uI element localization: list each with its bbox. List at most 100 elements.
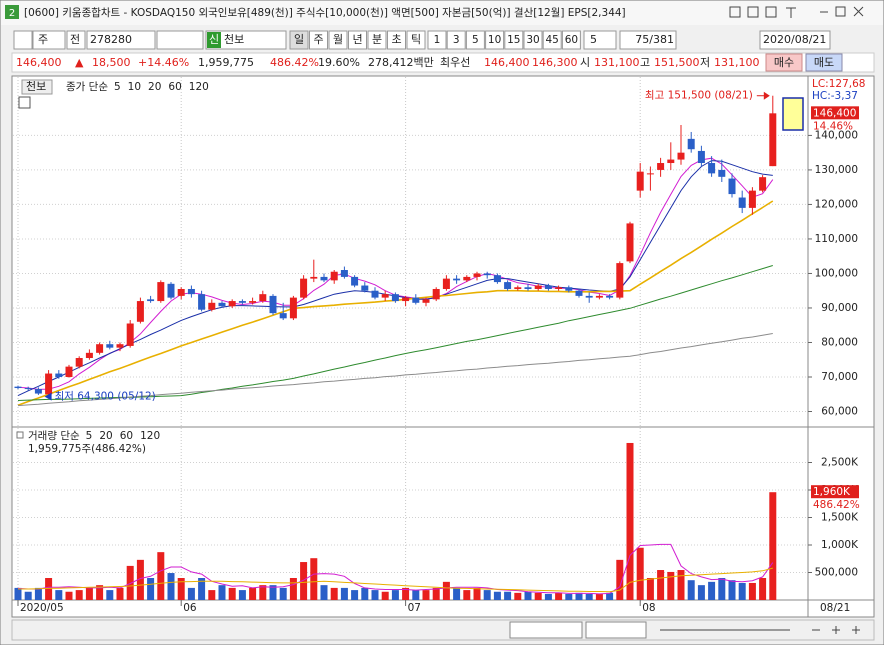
volume-bar bbox=[616, 559, 624, 600]
ctl[interactable] bbox=[835, 6, 846, 17]
y-tick-label: 500,000 bbox=[815, 566, 858, 578]
candle-body bbox=[544, 285, 552, 289]
volume-bar bbox=[330, 587, 338, 600]
candle-body bbox=[126, 323, 134, 346]
ctl[interactable] bbox=[729, 6, 741, 18]
interval-button[interactable] bbox=[446, 30, 466, 50]
volume-bar bbox=[432, 587, 440, 600]
volume-bar bbox=[565, 593, 573, 600]
volume-bar bbox=[310, 558, 318, 600]
interval-button[interactable] bbox=[542, 30, 562, 50]
low: 131,100 bbox=[714, 56, 760, 69]
volume-bar bbox=[626, 442, 634, 600]
amount: 278,412백만 bbox=[368, 56, 434, 69]
volume-bar bbox=[351, 590, 359, 600]
period-button[interactable] bbox=[387, 30, 406, 50]
volume-bar bbox=[228, 587, 236, 600]
y-tick-label: 70,000 bbox=[821, 371, 858, 383]
open: 131,100 bbox=[594, 56, 640, 69]
unit-select[interactable] bbox=[32, 30, 66, 50]
low-arrow-head bbox=[44, 392, 52, 401]
volume-bar bbox=[208, 590, 216, 600]
search-buttons[interactable] bbox=[156, 30, 204, 50]
interval: 60 bbox=[565, 34, 578, 46]
high-arrow-head bbox=[763, 91, 770, 100]
candle-body bbox=[412, 297, 420, 303]
ask: 146,400 bbox=[484, 56, 530, 69]
zoom-icons[interactable] bbox=[660, 626, 860, 634]
volume-ratio: 486.42% bbox=[270, 56, 319, 69]
name-box bbox=[205, 30, 287, 50]
volume-bar bbox=[259, 585, 267, 600]
volume-bar bbox=[738, 582, 746, 600]
interval-button[interactable] bbox=[504, 30, 524, 50]
sell-button[interactable] bbox=[805, 53, 843, 72]
period-button[interactable] bbox=[328, 30, 348, 50]
price-tag: 146,400 bbox=[813, 107, 856, 119]
prev-button[interactable] bbox=[66, 30, 86, 50]
volume-bar bbox=[687, 580, 695, 600]
period-button[interactable] bbox=[406, 30, 426, 50]
period-button[interactable] bbox=[289, 30, 309, 50]
period: 틱 bbox=[411, 33, 421, 46]
legend-entry: 60 bbox=[120, 430, 133, 442]
volume-bar bbox=[371, 590, 379, 600]
code: 278280 bbox=[90, 33, 132, 46]
interval-button[interactable] bbox=[523, 30, 543, 50]
scrollbar[interactable] bbox=[11, 619, 875, 641]
ctl[interactable] bbox=[786, 7, 796, 18]
table-icon[interactable] bbox=[18, 96, 31, 109]
candle-body bbox=[34, 389, 42, 394]
volume-bar bbox=[667, 571, 675, 600]
candle-body bbox=[218, 302, 226, 307]
count: 5 bbox=[590, 33, 597, 46]
ctl[interactable] bbox=[853, 6, 864, 17]
legend-box[interactable] bbox=[21, 79, 53, 95]
unit: 주 bbox=[38, 33, 48, 46]
candle-body bbox=[371, 290, 379, 298]
x-tick-label: 2020/05 bbox=[20, 602, 64, 614]
open-label: 시 bbox=[580, 56, 590, 69]
new-badge: 신 bbox=[209, 33, 219, 46]
volume-bar bbox=[534, 592, 542, 600]
buy[interactable]: 매수 bbox=[774, 56, 794, 69]
date: 2020/08/21 bbox=[763, 33, 826, 46]
ctl[interactable] bbox=[765, 6, 777, 18]
play-buttons[interactable] bbox=[509, 621, 583, 639]
period-button[interactable] bbox=[309, 30, 328, 50]
volume-bar bbox=[657, 570, 665, 600]
volume-bar bbox=[249, 587, 257, 600]
candle-body bbox=[289, 297, 297, 319]
candle-body bbox=[340, 270, 348, 277]
count-select[interactable] bbox=[583, 30, 617, 50]
buy-button[interactable] bbox=[765, 53, 803, 72]
candle-body bbox=[45, 373, 53, 395]
volume-bar bbox=[320, 585, 328, 600]
legend-entry: 20 bbox=[148, 81, 161, 93]
legend-label: 거래량 단순 bbox=[28, 430, 80, 442]
interval: 1 bbox=[434, 34, 441, 46]
interval-button[interactable] bbox=[465, 30, 485, 50]
period-button[interactable] bbox=[348, 30, 367, 50]
volume-bar bbox=[718, 577, 726, 600]
y-tick-label: 1,500K bbox=[821, 511, 859, 523]
high-label: 고 bbox=[640, 56, 650, 69]
volume-bar bbox=[463, 590, 471, 600]
sell[interactable]: 매도 bbox=[814, 56, 834, 69]
volume-bar bbox=[442, 581, 450, 600]
volume-bar bbox=[24, 591, 32, 600]
date-box[interactable] bbox=[759, 30, 831, 50]
interval-button[interactable] bbox=[561, 30, 581, 50]
volume-info: 1,959,775주(486.42%) bbox=[28, 443, 146, 455]
ctl[interactable] bbox=[747, 6, 759, 18]
volume-bar bbox=[198, 577, 206, 600]
volume-bar bbox=[473, 587, 481, 600]
scroll-thumb[interactable] bbox=[585, 621, 647, 639]
toolbar-button[interactable] bbox=[13, 30, 33, 50]
code-input[interactable] bbox=[86, 30, 156, 50]
period-button[interactable] bbox=[367, 30, 387, 50]
interval-button[interactable] bbox=[427, 30, 447, 50]
window-badge: 2 bbox=[9, 8, 15, 19]
interval-button[interactable] bbox=[485, 30, 505, 50]
window-controls[interactable] bbox=[729, 6, 864, 18]
